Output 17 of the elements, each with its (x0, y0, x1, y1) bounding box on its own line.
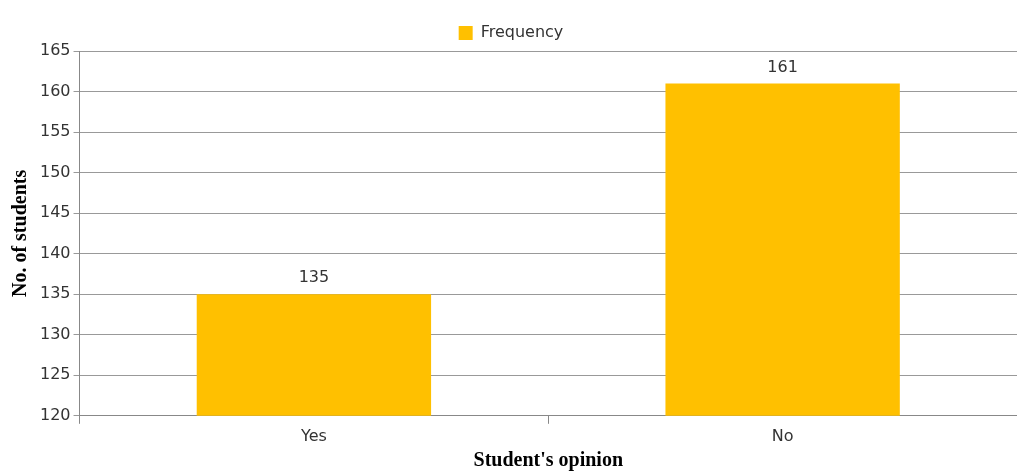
y-tick-label: 130 (39, 323, 71, 343)
y-tick-label: 160 (39, 80, 71, 100)
y-tick-label: 155 (39, 121, 71, 141)
y-tick-label: 125 (39, 364, 71, 384)
x-tick-label: Yes (299, 425, 327, 445)
y-tick-label: 165 (39, 40, 71, 60)
y-tick-label: 145 (39, 202, 71, 222)
y-tick-label: 150 (39, 161, 71, 181)
y-axis-title: No. of students (8, 169, 31, 298)
y-tick-label: 140 (39, 242, 71, 262)
y-tick-label: 135 (39, 283, 71, 303)
data-label: 135 (298, 267, 330, 287)
y-tick-label: 120 (39, 404, 71, 424)
x-axis-title: Student's opinion (473, 448, 624, 472)
legend-label: Frequency (480, 22, 564, 42)
x-tick-label: No (771, 425, 794, 445)
data-label: 161 (767, 56, 798, 76)
